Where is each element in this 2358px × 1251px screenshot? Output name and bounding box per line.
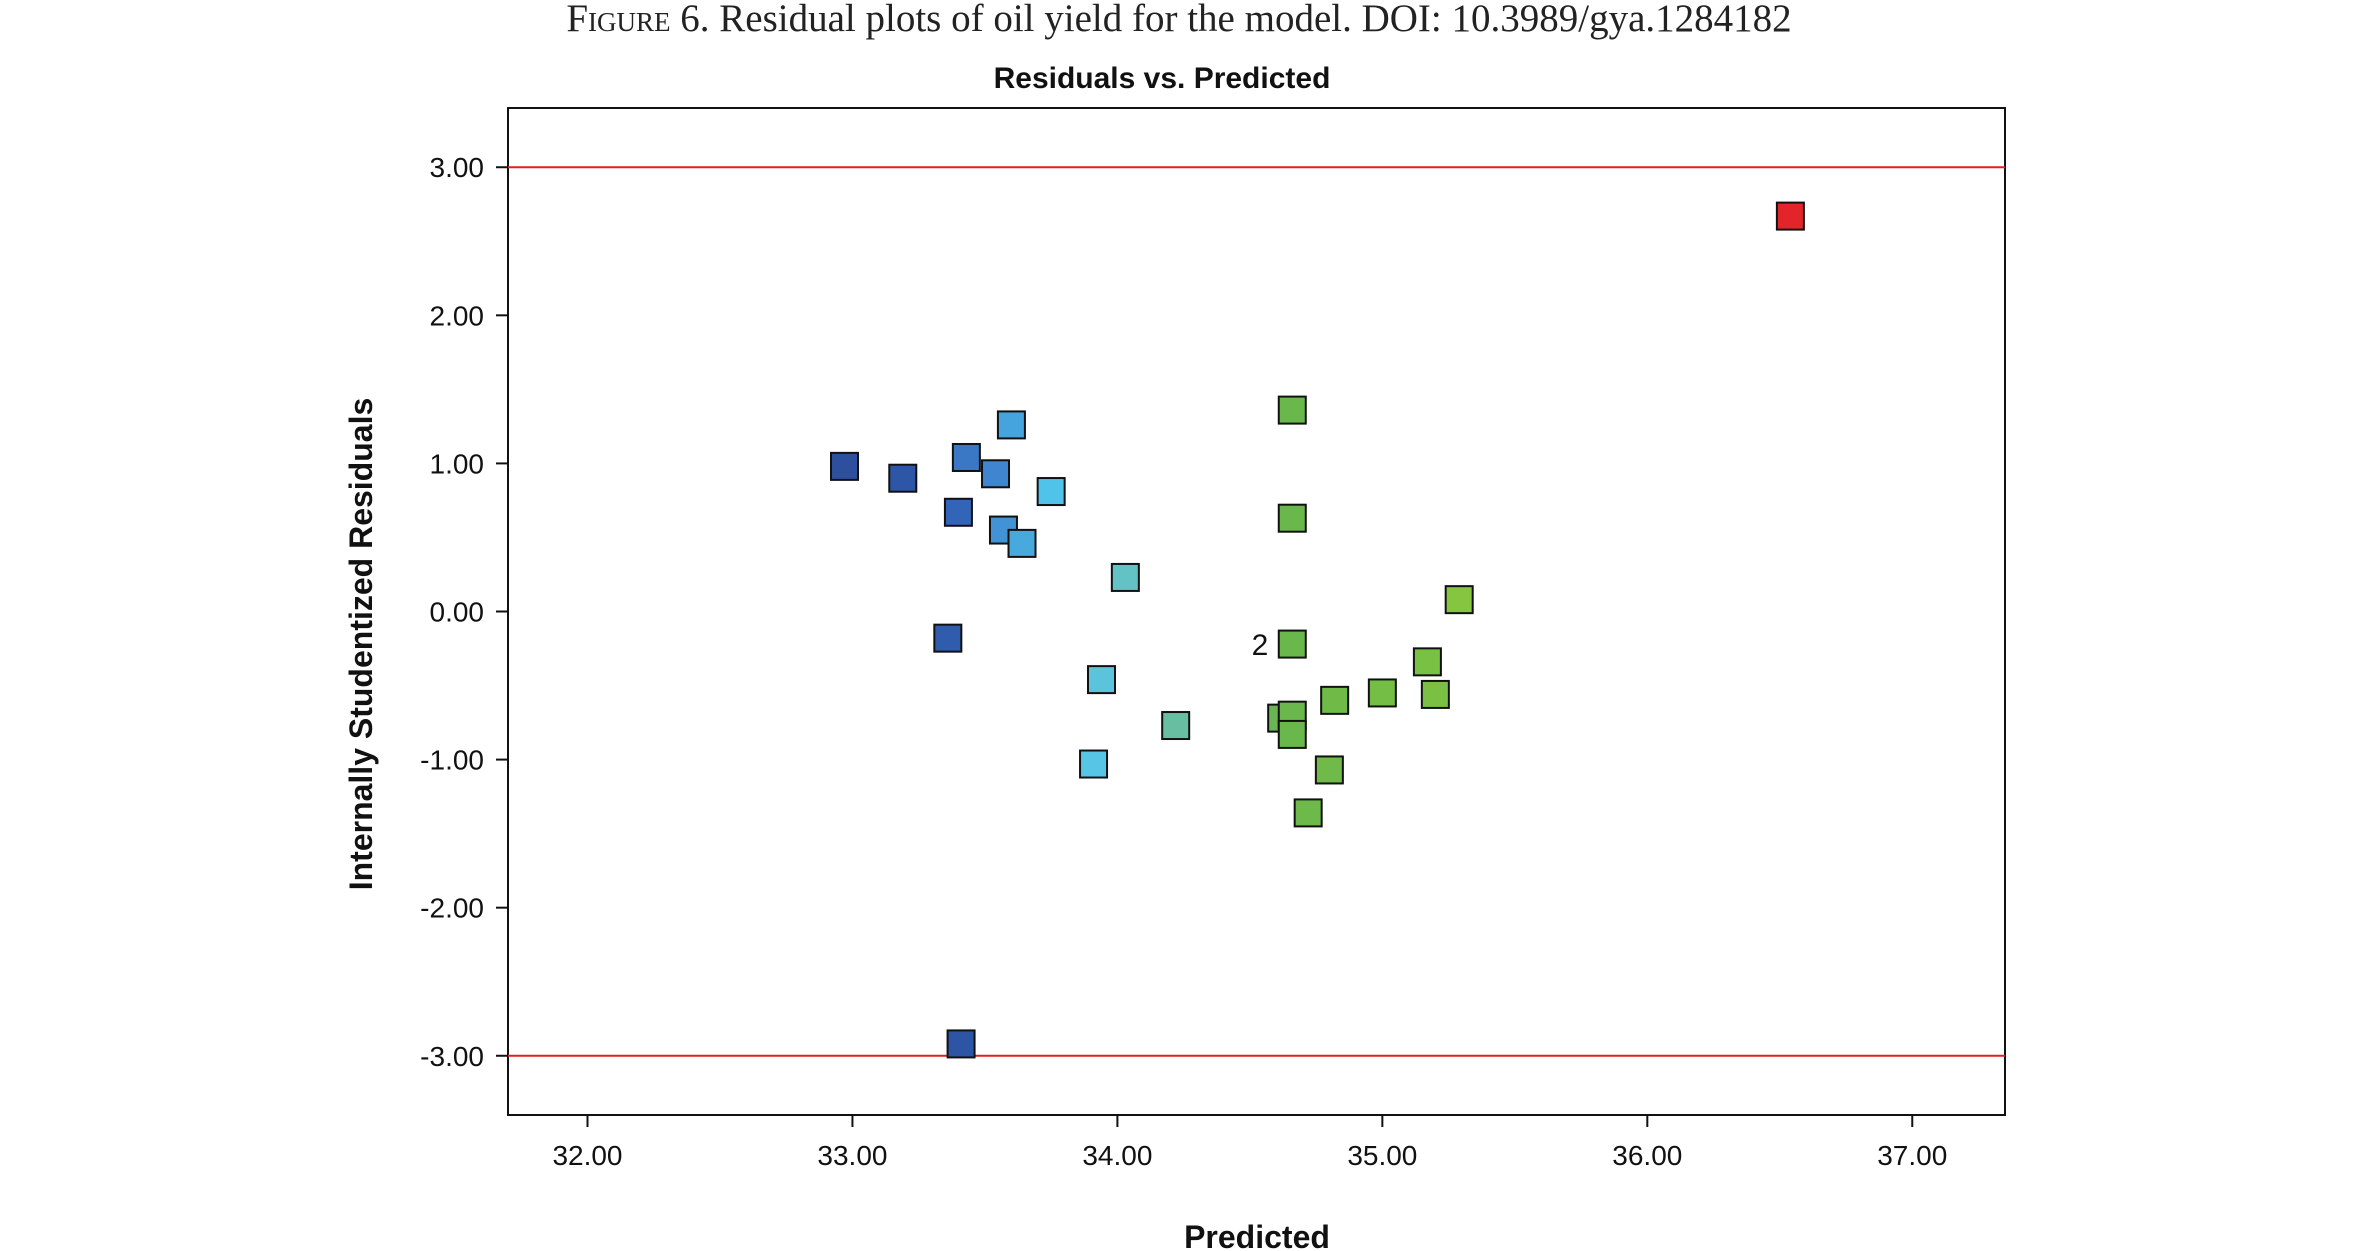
data-point-14 bbox=[1161, 711, 1191, 741]
data-point-28 bbox=[1775, 201, 1805, 231]
data-point-9 bbox=[1007, 528, 1037, 558]
data-point-20 bbox=[1277, 719, 1307, 749]
data-point-23 bbox=[1320, 685, 1350, 715]
x-tick-label: 33.00 bbox=[817, 1140, 887, 1171]
figure-caption: Figure 6. Residual plots of oil yield fo… bbox=[0, 0, 2358, 38]
y-tick-label: 1.00 bbox=[430, 448, 485, 479]
x-tick-label: 37.00 bbox=[1877, 1140, 1947, 1171]
data-point-4 bbox=[946, 1029, 976, 1059]
data-point-27 bbox=[1444, 585, 1474, 615]
data-point-2 bbox=[933, 623, 963, 653]
data-point-10 bbox=[1036, 477, 1066, 507]
y-tick-label: 2.00 bbox=[430, 300, 485, 331]
y-axis-ticks: 3.00 2.00 1.00 0.00 -1.00 -2.00 -3.00 bbox=[420, 152, 508, 1072]
chart-title: Residuals vs. Predicted bbox=[994, 62, 1331, 95]
y-tick-label: -1.00 bbox=[420, 745, 484, 776]
data-point-26 bbox=[1420, 679, 1450, 709]
data-point-21 bbox=[1293, 798, 1323, 828]
data-point-8 bbox=[996, 410, 1026, 440]
data-point-17 bbox=[1277, 503, 1307, 533]
y-axis-label: Internally Studentized Residuals bbox=[343, 398, 379, 891]
data-points bbox=[829, 201, 1805, 1059]
x-tick-label: 32.00 bbox=[552, 1140, 622, 1171]
x-axis-label: Predicted bbox=[1184, 1219, 1330, 1251]
data-point-13 bbox=[1110, 562, 1140, 592]
y-tick-label: -2.00 bbox=[420, 893, 484, 924]
point-count-annotation: 2 bbox=[1252, 629, 1269, 662]
x-tick-label: 34.00 bbox=[1082, 1140, 1152, 1171]
data-point-11 bbox=[1079, 749, 1109, 779]
x-axis-ticks: 32.00 33.00 34.00 35.00 36.00 37.00 bbox=[552, 1115, 1947, 1171]
data-point-5 bbox=[951, 442, 981, 472]
data-point-25 bbox=[1412, 647, 1442, 677]
data-point-0 bbox=[829, 451, 859, 481]
data-point-22 bbox=[1314, 755, 1344, 785]
x-tick-label: 36.00 bbox=[1612, 1140, 1682, 1171]
y-tick-label: 0.00 bbox=[430, 597, 485, 628]
figure-caption-prefix: Figure 6. bbox=[566, 0, 710, 40]
annotations: 2 bbox=[1252, 629, 1269, 662]
data-point-1 bbox=[888, 463, 918, 493]
reference-lines bbox=[508, 166, 2005, 1057]
y-tick-label: 3.00 bbox=[430, 152, 485, 183]
data-point-12 bbox=[1087, 665, 1117, 695]
figure-caption-text: Residual plots of oil yield for the mode… bbox=[719, 0, 1792, 40]
plot-frame bbox=[507, 107, 2006, 1116]
data-point-24 bbox=[1367, 678, 1397, 708]
x-tick-label: 35.00 bbox=[1347, 1140, 1417, 1171]
y-tick-label: -3.00 bbox=[420, 1041, 484, 1072]
data-point-6 bbox=[981, 459, 1011, 489]
data-point-16 bbox=[1277, 395, 1307, 425]
data-point-18 bbox=[1277, 629, 1307, 659]
data-point-3 bbox=[943, 497, 973, 527]
